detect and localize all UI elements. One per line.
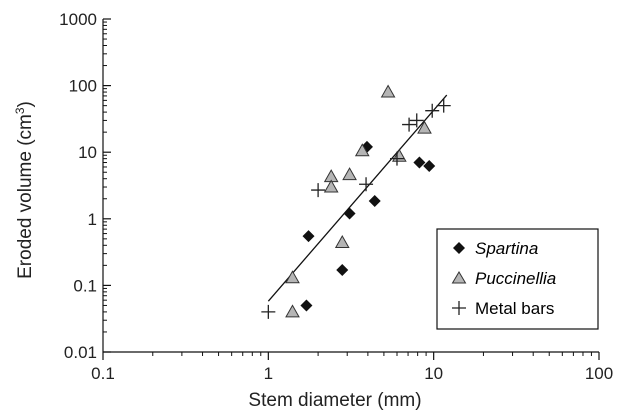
legend-label-spartina: Spartina: [475, 239, 538, 258]
legend-item-puccinellia: Puccinellia: [451, 269, 556, 288]
spartina-point: [343, 207, 356, 220]
axis-ticks: 0.1 1 10 100 0.01 0.1 1 10 100 1000: [59, 10, 613, 383]
spartina-point: [302, 230, 315, 243]
spartina-point: [368, 195, 381, 208]
y-tick-label: 1: [88, 210, 97, 229]
data-points: [261, 84, 451, 319]
series-metal-bars: [261, 98, 451, 319]
legend-item-metal-bars: Metal bars: [452, 299, 554, 318]
puccinellia-point: [354, 143, 370, 157]
puccinellia-point: [323, 179, 339, 193]
axes: [102, 19, 599, 353]
puccinellia-point: [342, 167, 357, 181]
legend-label-puccinellia: Puccinellia: [475, 269, 556, 288]
y-tick-label: 100: [69, 77, 97, 96]
legend-marker-puccinellia: [451, 271, 467, 284]
metal-bars-point: [436, 98, 451, 113]
series-spartina: [300, 140, 436, 312]
spartina-point: [300, 299, 313, 312]
legend-item-spartina: Spartina: [453, 239, 538, 258]
y-tick-label: 0.01: [64, 343, 97, 362]
puccinellia-point: [285, 304, 300, 318]
spartina-point: [413, 156, 426, 169]
x-tick-label: 1: [264, 364, 273, 383]
puccinellia-point: [417, 120, 432, 134]
puccinellia-point: [380, 84, 396, 98]
puccinellia-point: [285, 270, 300, 284]
y-tick-label: 10: [78, 143, 97, 162]
y-axis-title-main: Eroded volume (cm: [15, 114, 36, 279]
metal-bars-point: [261, 304, 276, 319]
spartina-point: [423, 160, 436, 173]
y-tick-label: 1000: [59, 10, 97, 29]
legend-marker-metal-bars: [452, 301, 466, 315]
metal-bars-point: [311, 183, 326, 198]
metal-bars-point: [425, 103, 440, 118]
legend: Spartina Puccinellia Metal bars: [436, 228, 599, 330]
metal-bars-point: [409, 113, 424, 128]
x-tick-label: 0.1: [91, 364, 115, 383]
x-axis-title: Stem diameter (mm): [248, 390, 421, 411]
y-tick-label: 0.1: [73, 276, 97, 295]
legend-label-metal-bars: Metal bars: [475, 299, 554, 318]
legend-box: [436, 228, 599, 330]
metal-bars-point: [389, 151, 404, 166]
x-tick-label: 10: [424, 364, 443, 383]
metal-bars-point: [402, 117, 417, 132]
metal-bars-point: [359, 177, 374, 192]
legend-marker-spartina: [453, 242, 465, 254]
y-axis-title-close: ): [15, 101, 36, 107]
spartina-point: [336, 264, 349, 277]
y-axis-title-sup: 3: [13, 107, 27, 114]
trendline: [267, 94, 448, 302]
trendline-group: [267, 94, 448, 302]
y-axis-title: Eroded volume (cm3): [13, 101, 36, 279]
x-tick-label: 100: [585, 364, 613, 383]
puccinellia-point: [334, 235, 350, 249]
